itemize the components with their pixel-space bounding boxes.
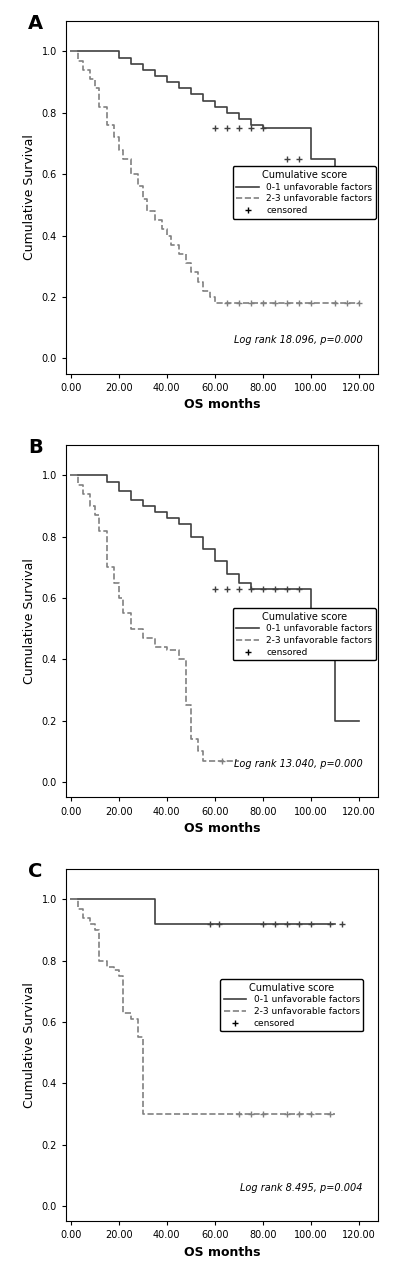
X-axis label: OS months: OS months xyxy=(184,1246,260,1259)
Legend: 0-1 unfavorable factors, 2-3 unfavorable factors, censored: 0-1 unfavorable factors, 2-3 unfavorable… xyxy=(220,978,363,1032)
Text: B: B xyxy=(28,438,43,456)
X-axis label: OS months: OS months xyxy=(184,822,260,834)
Y-axis label: Cumulative Survival: Cumulative Survival xyxy=(23,558,36,684)
Text: Log rank 18.096, p=0.000: Log rank 18.096, p=0.000 xyxy=(234,335,362,345)
Y-axis label: Cumulative Survival: Cumulative Survival xyxy=(23,134,36,260)
Legend: 0-1 unfavorable factors, 2-3 unfavorable factors, censored: 0-1 unfavorable factors, 2-3 unfavorable… xyxy=(232,608,376,660)
Text: Log rank 8.495, p=0.004: Log rank 8.495, p=0.004 xyxy=(240,1184,362,1194)
Text: C: C xyxy=(28,861,43,880)
Legend: 0-1 unfavorable factors, 2-3 unfavorable factors, censored: 0-1 unfavorable factors, 2-3 unfavorable… xyxy=(232,167,376,219)
Text: A: A xyxy=(28,14,43,33)
Text: Log rank 13.040, p=0.000: Log rank 13.040, p=0.000 xyxy=(234,759,362,769)
X-axis label: OS months: OS months xyxy=(184,399,260,412)
Y-axis label: Cumulative Survival: Cumulative Survival xyxy=(23,982,36,1108)
